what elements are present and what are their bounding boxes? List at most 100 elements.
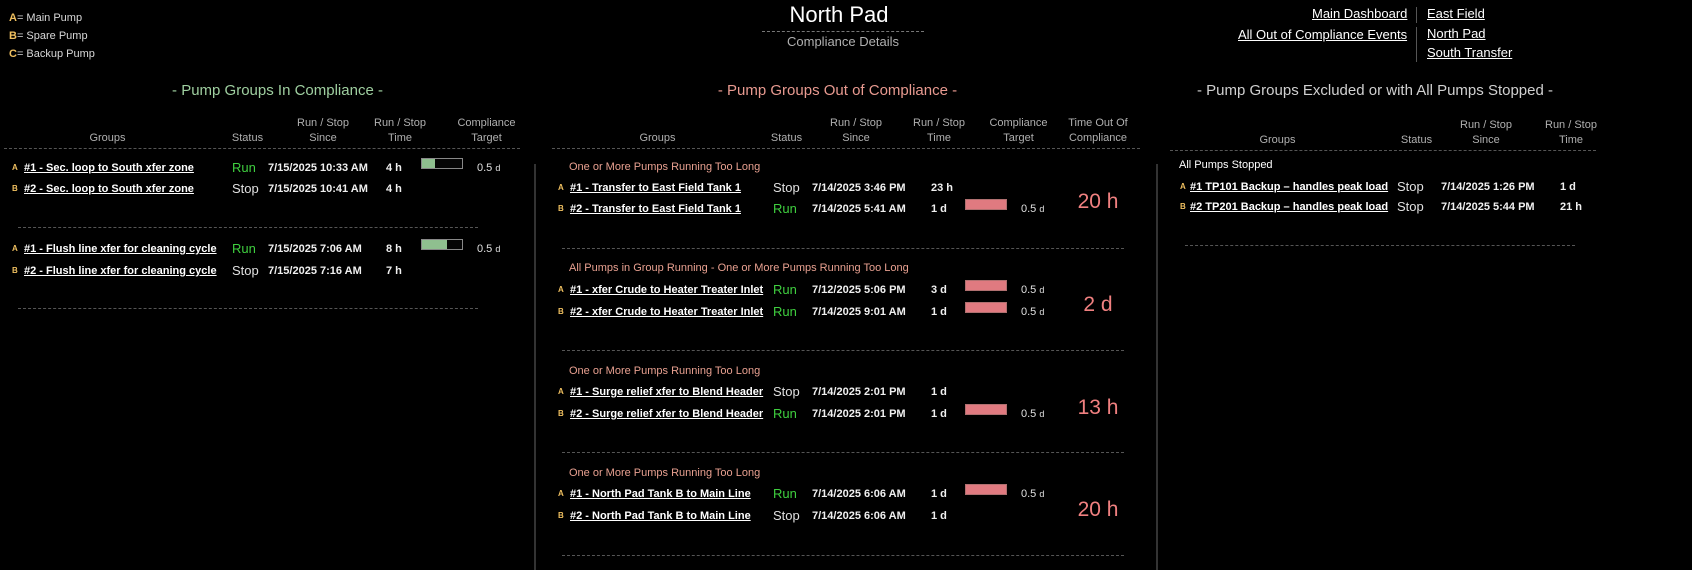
compliance-bar-fill bbox=[422, 159, 436, 168]
pump-link[interactable]: #1 - North Pad Tank B to Main Line bbox=[570, 488, 751, 500]
col-header-groups: Groups bbox=[639, 132, 676, 144]
col-header-status: Status bbox=[770, 132, 803, 144]
col-header-groups: Groups bbox=[1259, 134, 1296, 146]
pump-link[interactable]: #2 - Transfer to East Field Tank 1 bbox=[570, 203, 741, 215]
table-row: A #1 - Sec. loop to South xfer zone Run … bbox=[0, 158, 530, 178]
south-transfer-link[interactable]: South Transfer bbox=[1427, 45, 1513, 60]
group-rule bbox=[18, 227, 478, 228]
pump-link[interactable]: #1 - Sec. loop to South xfer zone bbox=[24, 162, 194, 174]
time-text: 1 d bbox=[931, 386, 947, 398]
pump-badge: A bbox=[558, 285, 564, 294]
time-text: 8 h bbox=[386, 243, 402, 255]
table-row: B #2 - Flush line xfer for cleaning cycl… bbox=[0, 261, 530, 281]
table-row: B #2 - Surge relief xfer to Blend Header… bbox=[548, 404, 1148, 424]
table-row: B #2 TP201 Backup – handles peak load St… bbox=[1170, 197, 1610, 217]
header-rule bbox=[4, 148, 520, 149]
time-text: 4 h bbox=[386, 162, 402, 174]
col-header-time: Run / Stop Time bbox=[374, 117, 426, 144]
main-dashboard-link[interactable]: Main Dashboard bbox=[1312, 6, 1408, 21]
compliance-bar bbox=[421, 158, 463, 169]
target-text: 0.5 d bbox=[477, 162, 501, 174]
since-text: 7/15/2025 7:06 AM bbox=[268, 243, 362, 255]
status-text: Run bbox=[773, 486, 797, 501]
col-header-since: Run / Stop Since bbox=[830, 117, 882, 144]
group-rule bbox=[562, 248, 1124, 249]
time-text: 21 h bbox=[1560, 201, 1583, 213]
group-category: One or More Pumps Running Too Long bbox=[569, 365, 761, 377]
status-text: Run bbox=[773, 201, 797, 216]
status-text: Stop bbox=[1397, 179, 1424, 194]
col-header-since: Run / Stop Since bbox=[1460, 119, 1512, 146]
legend-item: B= Spare Pump bbox=[9, 30, 88, 42]
page-subtitle: Compliance Details bbox=[762, 31, 924, 49]
since-text: 7/15/2025 7:16 AM bbox=[268, 265, 362, 277]
table-row: A #1 TP101 Backup – handles peak load St… bbox=[1170, 177, 1610, 197]
page-title: North Pad bbox=[789, 2, 889, 27]
compliance-bar bbox=[965, 199, 1007, 210]
col-header-target: Compliance Target bbox=[457, 117, 516, 144]
group-category: One or More Pumps Running Too Long bbox=[569, 161, 761, 173]
group-rule bbox=[562, 452, 1124, 453]
all-events-link[interactable]: All Out of Compliance Events bbox=[1238, 27, 1408, 42]
time-text: 1 d bbox=[931, 306, 947, 318]
group-rule bbox=[562, 350, 1124, 351]
pump-badge: A bbox=[558, 489, 564, 498]
pump-link[interactable]: #1 - Surge relief xfer to Blend Header bbox=[570, 386, 764, 398]
group-rule bbox=[1185, 245, 1575, 246]
out-compliance-title: - Pump Groups Out of Compliance - bbox=[717, 82, 958, 99]
east-field-link[interactable]: East Field bbox=[1427, 6, 1485, 21]
pump-badge: A bbox=[558, 387, 564, 396]
time-out-of-compliance: 13 h bbox=[1077, 396, 1119, 419]
pump-link[interactable]: #2 TP201 Backup – handles peak load bbox=[1190, 201, 1389, 213]
time-text: 1 d bbox=[931, 203, 947, 215]
pump-badge: B bbox=[12, 266, 18, 275]
col-header-time: Run / Stop Time bbox=[913, 117, 965, 144]
since-text: 7/15/2025 10:41 AM bbox=[268, 183, 368, 195]
group-category: All Pumps Stopped bbox=[1179, 159, 1273, 171]
header-rule bbox=[1170, 150, 1596, 151]
legend-item: A= Main Pump bbox=[9, 12, 83, 24]
legend-item: C= Backup Pump bbox=[9, 48, 95, 60]
status-text: Run bbox=[232, 160, 256, 175]
group-category: All Pumps in Group Running - One or More… bbox=[569, 262, 909, 274]
since-text: 7/14/2025 5:44 PM bbox=[1441, 201, 1535, 213]
compliance-bar-fill bbox=[422, 240, 447, 249]
status-text: Stop bbox=[773, 508, 800, 523]
pump-badge: A bbox=[12, 163, 18, 172]
time-out-of-compliance: 20 h bbox=[1077, 190, 1119, 213]
since-text: 7/14/2025 6:06 AM bbox=[812, 488, 906, 500]
target-text: 0.5 d bbox=[1021, 408, 1045, 420]
since-text: 7/14/2025 1:26 PM bbox=[1441, 181, 1535, 193]
status-text: Stop bbox=[232, 181, 259, 196]
since-text: 7/15/2025 10:33 AM bbox=[268, 162, 368, 174]
pump-badge: B bbox=[558, 409, 564, 418]
col-header-toc: Time Out Of Compliance bbox=[1068, 117, 1128, 144]
nav-divider bbox=[1416, 7, 1417, 23]
table-row: A #1 - xfer Crude to Heater Treater Inle… bbox=[548, 280, 1148, 300]
compliance-bar-fill bbox=[966, 405, 1006, 414]
pump-link[interactable]: #2 - xfer Crude to Heater Treater Inlet bbox=[570, 306, 764, 318]
pump-link[interactable]: #1 - Transfer to East Field Tank 1 bbox=[570, 182, 741, 194]
since-text: 7/14/2025 2:01 PM bbox=[812, 408, 906, 420]
since-text: 7/14/2025 3:46 PM bbox=[812, 182, 906, 194]
pump-badge: A bbox=[12, 244, 18, 253]
group-rule bbox=[18, 308, 478, 309]
table-row: B #2 - xfer Crude to Heater Treater Inle… bbox=[548, 302, 1148, 322]
pump-link[interactable]: #1 - xfer Crude to Heater Treater Inlet bbox=[570, 284, 764, 296]
pump-link[interactable]: #1 - Flush line xfer for cleaning cycle bbox=[24, 243, 217, 255]
pump-link[interactable]: #1 TP101 Backup – handles peak load bbox=[1190, 181, 1389, 193]
target-text: 0.5 d bbox=[1021, 284, 1045, 296]
header-rule bbox=[552, 148, 1140, 149]
column-divider bbox=[1156, 164, 1158, 570]
time-out-of-compliance: 20 h bbox=[1077, 498, 1119, 521]
time-text: 1 d bbox=[931, 510, 947, 522]
since-text: 7/14/2025 2:01 PM bbox=[812, 386, 906, 398]
table-row: A #1 - Transfer to East Field Tank 1 Sto… bbox=[548, 178, 1148, 198]
pump-link[interactable]: #2 - North Pad Tank B to Main Line bbox=[570, 510, 751, 522]
pump-link[interactable]: #2 - Surge relief xfer to Blend Header bbox=[570, 408, 764, 420]
pump-link[interactable]: #2 - Flush line xfer for cleaning cycle bbox=[24, 265, 217, 277]
target-text: 0.5 d bbox=[477, 243, 501, 255]
north-pad-link[interactable]: North Pad bbox=[1427, 26, 1486, 41]
status-text: Run bbox=[773, 304, 797, 319]
pump-link[interactable]: #2 - Sec. loop to South xfer zone bbox=[24, 183, 194, 195]
